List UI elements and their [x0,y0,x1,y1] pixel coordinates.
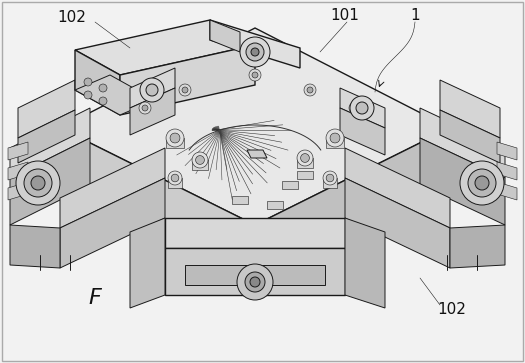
Polygon shape [60,148,165,228]
Polygon shape [267,201,283,209]
Circle shape [304,84,316,96]
Circle shape [182,87,188,93]
Polygon shape [18,110,75,163]
Circle shape [297,150,313,166]
Circle shape [460,161,504,205]
Circle shape [237,264,273,300]
Circle shape [240,37,270,67]
Polygon shape [120,45,255,115]
Polygon shape [192,160,208,170]
Polygon shape [440,80,500,138]
Circle shape [323,171,337,185]
Circle shape [349,102,361,114]
Circle shape [142,105,148,111]
Text: 102: 102 [437,302,466,318]
Circle shape [326,129,344,147]
Polygon shape [8,182,28,200]
Circle shape [245,272,265,292]
Polygon shape [345,148,450,228]
Polygon shape [420,138,505,225]
Polygon shape [10,138,90,225]
Circle shape [246,43,264,61]
Circle shape [468,169,496,197]
Polygon shape [130,88,175,135]
Polygon shape [60,178,165,268]
Polygon shape [165,218,345,248]
Circle shape [475,176,489,190]
Polygon shape [75,75,155,115]
Polygon shape [8,142,28,160]
Polygon shape [497,142,517,160]
Polygon shape [168,178,182,188]
Polygon shape [323,178,337,188]
Circle shape [168,171,182,185]
Polygon shape [60,128,255,295]
Circle shape [301,154,309,162]
Text: 102: 102 [58,11,87,25]
Circle shape [249,69,261,81]
Circle shape [139,102,151,114]
Polygon shape [130,68,175,108]
Polygon shape [282,181,298,189]
Circle shape [252,72,258,78]
Polygon shape [297,158,313,168]
Circle shape [307,87,313,93]
Circle shape [16,161,60,205]
Polygon shape [8,162,28,180]
Polygon shape [75,50,120,115]
Polygon shape [166,138,184,148]
Polygon shape [232,196,248,204]
Text: 101: 101 [331,8,360,23]
Circle shape [166,129,184,147]
Circle shape [350,96,374,120]
Text: F: F [89,288,101,308]
Polygon shape [345,178,450,268]
Circle shape [179,84,191,96]
Circle shape [326,174,334,182]
Polygon shape [340,108,385,155]
Circle shape [84,91,92,99]
Polygon shape [10,225,60,268]
Polygon shape [497,162,517,180]
Polygon shape [497,182,517,200]
Polygon shape [326,138,344,148]
Circle shape [31,176,45,190]
Text: 1: 1 [410,8,420,23]
Polygon shape [450,225,505,268]
Polygon shape [60,28,450,225]
Circle shape [356,102,368,114]
Circle shape [140,78,164,102]
Circle shape [171,174,179,182]
Polygon shape [185,265,325,285]
Polygon shape [165,248,345,295]
Circle shape [99,97,107,105]
Polygon shape [18,80,75,138]
Polygon shape [297,171,313,179]
Circle shape [251,48,259,56]
Polygon shape [340,88,385,128]
Circle shape [99,84,107,92]
Circle shape [250,277,260,287]
Polygon shape [75,20,255,75]
Circle shape [84,78,92,86]
Circle shape [352,105,358,111]
Polygon shape [345,218,385,308]
Circle shape [330,133,340,143]
Polygon shape [210,20,300,68]
Polygon shape [255,128,450,295]
Polygon shape [440,110,500,163]
Circle shape [146,84,158,96]
Polygon shape [210,20,240,52]
Circle shape [196,156,204,164]
Polygon shape [10,108,90,178]
Circle shape [192,152,208,168]
Polygon shape [420,108,505,178]
Polygon shape [247,150,267,158]
Circle shape [170,133,180,143]
Circle shape [24,169,52,197]
Polygon shape [130,218,165,308]
